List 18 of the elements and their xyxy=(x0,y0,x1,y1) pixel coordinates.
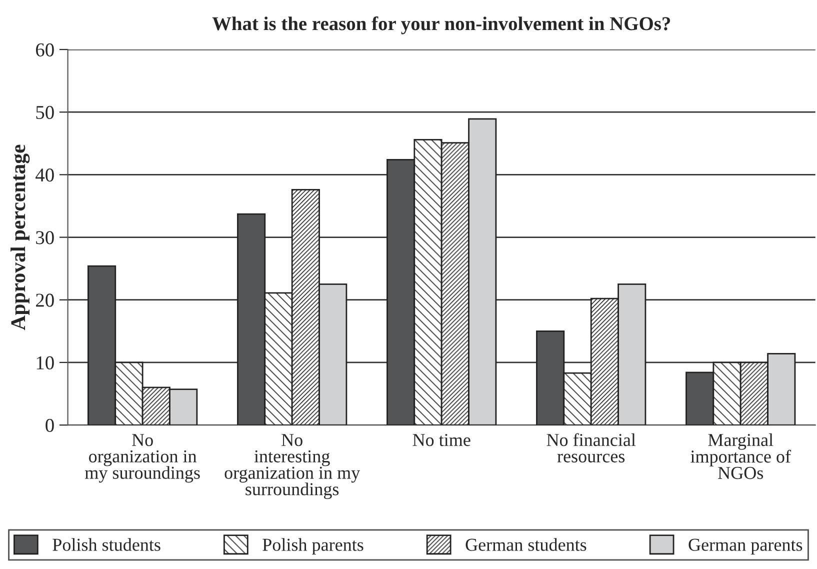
y-tick-label: 30 xyxy=(36,231,54,244)
legend-label: Polish parents xyxy=(262,538,364,555)
y-tick-label: 40 xyxy=(36,168,54,182)
x-tick-label: No organization in my suroundings xyxy=(85,434,200,483)
x-tick-label: No financial resources xyxy=(546,433,636,462)
chart-title: What is the reason for your non-involvement in NGOs? xyxy=(212,16,670,34)
y-tick-label: 60 xyxy=(36,43,54,56)
legend-label: Polish students xyxy=(52,538,160,551)
y-tick-label: 50 xyxy=(36,106,54,120)
y-tick-label: 10 xyxy=(36,356,54,370)
y-tick-label: 0 xyxy=(46,418,54,432)
y-axis-title: Approval percentage xyxy=(10,144,30,330)
x-tick-label: No time xyxy=(412,434,470,446)
x-tick-label: No interesting organization in my surroundings xyxy=(224,434,360,500)
y-tick-label: 20 xyxy=(36,294,54,307)
x-tick-label: Marginal importance of NGOs xyxy=(690,433,791,480)
legend-label: German parents xyxy=(688,538,802,555)
legend-label: German students xyxy=(466,538,586,551)
